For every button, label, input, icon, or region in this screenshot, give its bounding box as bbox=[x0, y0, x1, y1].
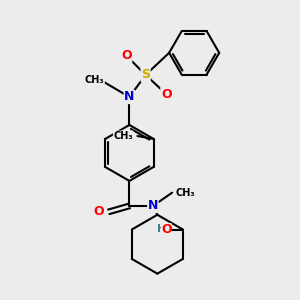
Text: CH₃: CH₃ bbox=[175, 188, 195, 198]
Text: O: O bbox=[161, 88, 172, 100]
Text: S: S bbox=[141, 68, 150, 81]
Text: H: H bbox=[158, 224, 167, 235]
Text: O: O bbox=[94, 205, 104, 218]
Text: O: O bbox=[121, 49, 132, 62]
Text: CH₃: CH₃ bbox=[113, 131, 133, 141]
Text: N: N bbox=[124, 91, 135, 103]
Text: CH₃: CH₃ bbox=[85, 75, 104, 85]
Text: O: O bbox=[161, 223, 172, 236]
Text: N: N bbox=[148, 200, 158, 212]
